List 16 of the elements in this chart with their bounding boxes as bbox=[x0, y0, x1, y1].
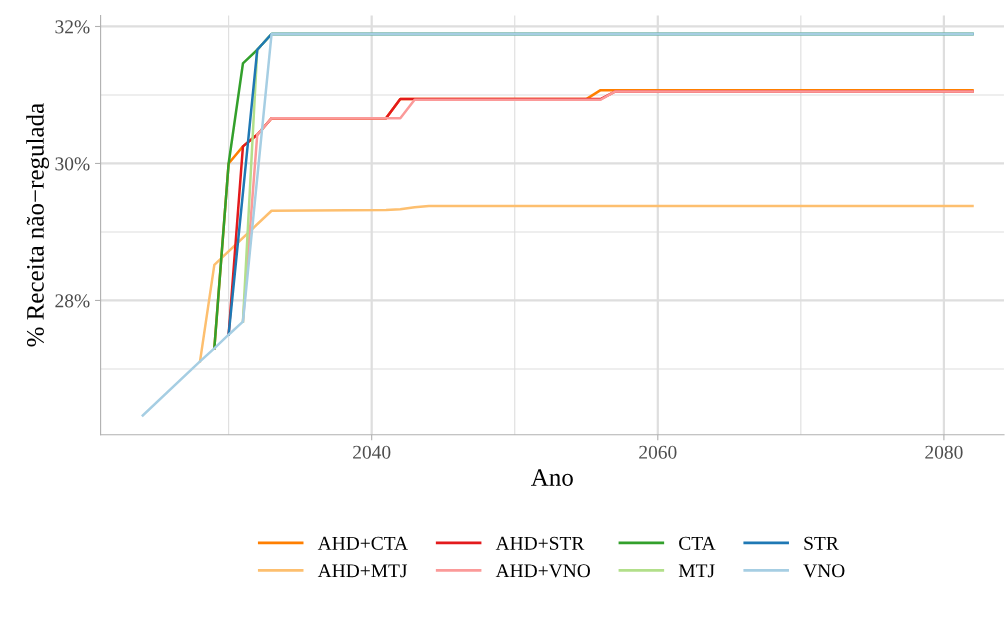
x-tick-label: 2040 bbox=[353, 445, 391, 459]
y-tick-label: 32% bbox=[55, 20, 90, 34]
y-tick-label: 30% bbox=[55, 157, 90, 171]
legend-label: MTJ bbox=[678, 564, 715, 578]
legend-label: STR bbox=[804, 536, 839, 550]
legend-label: AHD+STR bbox=[495, 536, 585, 550]
x-tick-label: 2060 bbox=[639, 445, 677, 459]
legend-label: AHD+CTA bbox=[317, 536, 408, 550]
y-axis-title: % Receita não−regulada bbox=[26, 103, 49, 347]
x-axis-title: Ano bbox=[531, 469, 573, 486]
x-tick-label: 2080 bbox=[925, 445, 963, 459]
legend-label: VNO bbox=[803, 564, 845, 578]
legend-label: CTA bbox=[679, 536, 716, 550]
legend-label: AHD+VNO bbox=[495, 564, 590, 578]
y-tick-label: 28% bbox=[55, 294, 90, 308]
legend-label: AHD+MTJ bbox=[317, 564, 408, 578]
